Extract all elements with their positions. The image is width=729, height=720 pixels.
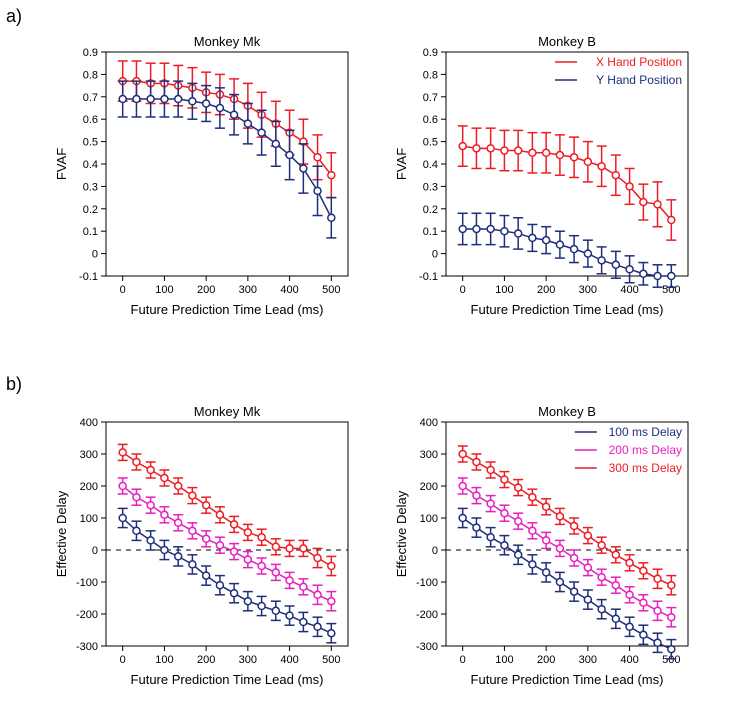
svg-text:0.5: 0.5 [83, 137, 98, 149]
svg-text:300: 300 [579, 284, 597, 296]
svg-text:Future Prediction Time Lead (m: Future Prediction Time Lead (ms) [471, 302, 664, 317]
svg-text:500: 500 [322, 284, 340, 296]
svg-text:300: 300 [239, 654, 257, 666]
svg-text:300: 300 [239, 284, 257, 296]
svg-text:0.5: 0.5 [423, 137, 438, 149]
svg-text:200 ms Delay: 200 ms Delay [609, 443, 682, 457]
svg-text:0.8: 0.8 [423, 69, 438, 81]
svg-text:0: 0 [120, 284, 126, 296]
svg-text:-100: -100 [416, 577, 438, 589]
svg-text:0.4: 0.4 [83, 159, 98, 171]
svg-text:200: 200 [420, 481, 438, 493]
svg-text:0: 0 [92, 545, 98, 557]
svg-text:X Hand Position: X Hand Position [596, 55, 682, 69]
svg-text:200: 200 [80, 481, 98, 493]
svg-text:400: 400 [420, 417, 438, 429]
panel-a-label: a) [6, 6, 22, 27]
panel-b2: 0100200300400500-300-200-100010020030040… [390, 398, 700, 698]
svg-text:0: 0 [460, 284, 466, 296]
svg-text:Y Hand Position: Y Hand Position [596, 73, 682, 87]
svg-text:300: 300 [80, 449, 98, 461]
svg-text:0.6: 0.6 [83, 114, 98, 126]
svg-text:300 ms Delay: 300 ms Delay [609, 461, 682, 475]
svg-text:100: 100 [155, 284, 173, 296]
svg-text:FVAF: FVAF [54, 148, 69, 180]
svg-text:Monkey Mk: Monkey Mk [194, 404, 261, 419]
svg-text:400: 400 [280, 284, 298, 296]
svg-text:Effective Delay: Effective Delay [54, 490, 69, 577]
svg-text:400: 400 [280, 654, 298, 666]
svg-text:-200: -200 [416, 609, 438, 621]
svg-text:100: 100 [420, 513, 438, 525]
panel-b-label: b) [6, 374, 22, 395]
svg-text:0: 0 [92, 249, 98, 261]
svg-text:Monkey B: Monkey B [538, 34, 596, 49]
svg-text:0: 0 [432, 249, 438, 261]
svg-text:0: 0 [432, 545, 438, 557]
svg-text:200: 200 [537, 284, 555, 296]
svg-text:400: 400 [620, 654, 638, 666]
svg-text:400: 400 [620, 284, 638, 296]
svg-text:-0.1: -0.1 [419, 271, 438, 283]
svg-text:Future Prediction Time Lead (m: Future Prediction Time Lead (ms) [471, 672, 664, 687]
svg-text:0.9: 0.9 [83, 47, 98, 59]
svg-text:0.1: 0.1 [423, 226, 438, 238]
svg-text:300: 300 [420, 449, 438, 461]
svg-text:0: 0 [460, 654, 466, 666]
svg-text:0.1: 0.1 [83, 226, 98, 238]
svg-text:0.4: 0.4 [423, 159, 438, 171]
svg-text:200: 200 [197, 654, 215, 666]
svg-text:-100: -100 [76, 577, 98, 589]
svg-text:0.2: 0.2 [83, 204, 98, 216]
svg-text:200: 200 [197, 284, 215, 296]
svg-text:100: 100 [80, 513, 98, 525]
svg-text:0.2: 0.2 [423, 204, 438, 216]
svg-text:100: 100 [495, 284, 513, 296]
svg-text:500: 500 [322, 654, 340, 666]
svg-text:0.3: 0.3 [83, 181, 98, 193]
svg-text:200: 200 [537, 654, 555, 666]
svg-text:-300: -300 [416, 641, 438, 653]
svg-text:0.7: 0.7 [423, 92, 438, 104]
svg-text:-0.1: -0.1 [79, 271, 98, 283]
svg-text:Effective Delay: Effective Delay [394, 490, 409, 577]
svg-text:0.6: 0.6 [423, 114, 438, 126]
panel-a1: 0 100 200 300 400 500 -0.1 0 0.1 0.2 0.3 0.4 0.5 0.6 0… [50, 28, 360, 328]
svg-text:0: 0 [120, 654, 126, 666]
svg-text:100: 100 [155, 654, 173, 666]
svg-text:0.8: 0.8 [83, 69, 98, 81]
svg-text:100 ms Delay: 100 ms Delay [609, 425, 682, 439]
svg-text:Monkey Mk: Monkey Mk [194, 34, 261, 49]
svg-text:Future Prediction Time Lead (m: Future Prediction Time Lead (ms) [131, 302, 324, 317]
svg-text:400: 400 [80, 417, 98, 429]
panel-a2: 0100200300400500-0.100.10.20.30.40.50.60… [390, 28, 700, 328]
svg-text:Future Prediction Time Lead (m: Future Prediction Time Lead (ms) [131, 672, 324, 687]
svg-text:Monkey B: Monkey B [538, 404, 596, 419]
svg-text:FVAF: FVAF [394, 148, 409, 180]
svg-text:-300: -300 [76, 641, 98, 653]
svg-text:0.9: 0.9 [423, 47, 438, 59]
svg-text:-200: -200 [76, 609, 98, 621]
svg-text:100: 100 [495, 654, 513, 666]
svg-text:0.3: 0.3 [423, 181, 438, 193]
panel-b1: 0 100 200 300 400 500 -300 -200 -100 0 100 200 300 40… [50, 398, 360, 698]
svg-text:0.7: 0.7 [83, 92, 98, 104]
svg-text:300: 300 [579, 654, 597, 666]
figure: a) b) 0100200300400500-0.100.10.20.30.40… [0, 0, 729, 720]
